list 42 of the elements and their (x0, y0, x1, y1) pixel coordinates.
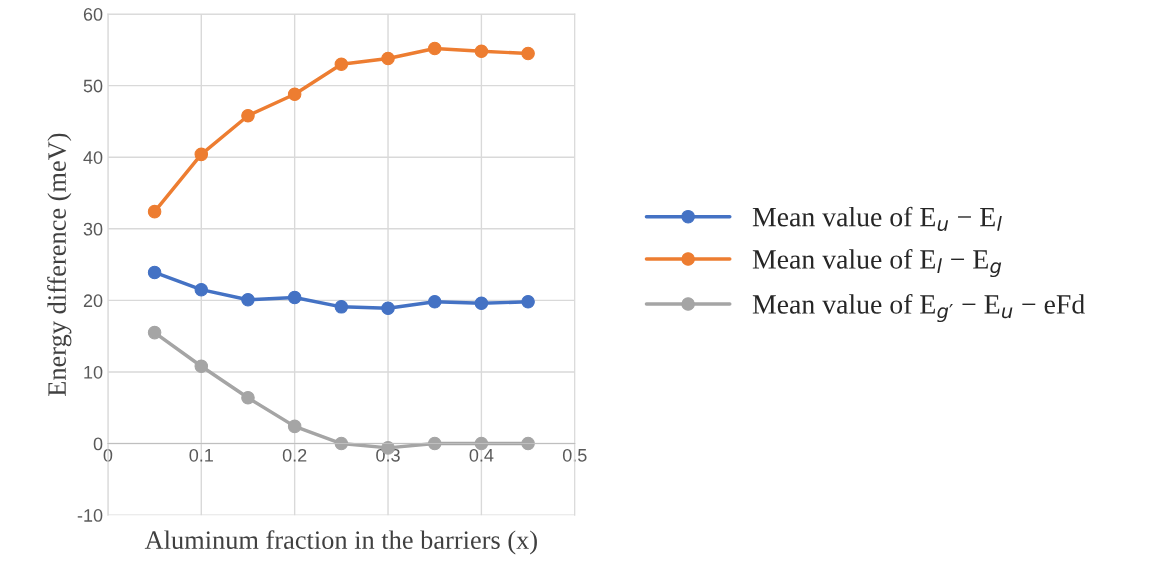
y-tick-label: 30 (83, 222, 103, 236)
point (241, 292, 255, 307)
point (474, 296, 489, 311)
point (521, 46, 535, 61)
point (147, 325, 162, 340)
point (194, 282, 209, 297)
y-tick-label: 50 (83, 79, 103, 93)
point (194, 147, 209, 162)
x-tick-label: 0.4 (469, 448, 494, 462)
point (241, 108, 255, 123)
point (381, 51, 395, 66)
point (381, 301, 395, 316)
point (474, 44, 489, 59)
y-tick-label: 20 (83, 294, 103, 308)
point (147, 265, 162, 280)
point (287, 419, 302, 434)
point (194, 359, 209, 374)
point (427, 436, 442, 451)
point (147, 204, 162, 219)
legend-label: Mean value of E$_{u}$ − E$_{l}$ (752, 206, 1002, 232)
x-tick-label: 0.5 (562, 448, 587, 462)
point (334, 436, 349, 451)
y-tick-label: 10 (84, 365, 103, 379)
point (334, 300, 349, 314)
point (521, 295, 535, 309)
point (287, 290, 302, 305)
point (334, 57, 349, 71)
point (241, 390, 255, 405)
y-tick-label: 40 (83, 151, 103, 164)
y-tick-label: 60 (83, 8, 103, 21)
x-axis-title: Aluminum fraction in the barriers (x) (144, 530, 537, 555)
legend-label: Mean value of E$_{l}$ − E$_{g}$ (752, 248, 1002, 278)
y-tick-label: 0 (93, 437, 103, 451)
x-tick-label: 0 (103, 448, 113, 462)
point (427, 295, 442, 309)
point (427, 41, 442, 56)
legend-label: Mean value of E$_{g′}$ − E$_{u}$ − eFd (752, 293, 1085, 323)
point (287, 87, 302, 102)
x-tick-label: 0.1 (189, 448, 213, 462)
x-tick-label: 0.2 (282, 448, 307, 462)
y-tick-label: -10 (77, 509, 103, 522)
y-axis-title: Energy difference (meV) (47, 133, 72, 396)
